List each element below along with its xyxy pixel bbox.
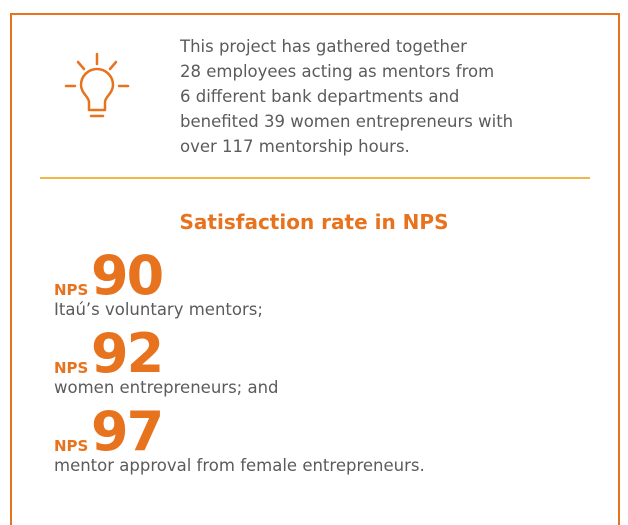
nps-label: NPS: [54, 281, 89, 299]
nps-description: mentor approval from female entrepreneur…: [54, 456, 425, 475]
intro-text: This project has gathered together 28 emp…: [180, 34, 600, 159]
nps-label: NPS: [54, 437, 89, 455]
nps-score: 97: [91, 400, 164, 463]
intro-line: over 117 mentorship hours.: [180, 137, 410, 156]
intro-line: benefited 39 women entrepreneurs with: [180, 112, 514, 131]
section-title: Satisfaction rate in NPS: [179, 210, 449, 234]
intro-line: 6 different bank departments and: [180, 87, 460, 106]
divider: [40, 177, 590, 179]
nps-score: 90: [91, 244, 164, 307]
nps-head: NPS 90: [54, 249, 263, 303]
nps-item: NPS 97 mentor approval from female entrepr…: [54, 405, 425, 476]
nps-description: Itaú’s voluntary mentors;: [54, 300, 263, 319]
nps-head: NPS 92: [54, 327, 279, 381]
intro-line: 28 employees acting as mentors from: [180, 62, 495, 81]
nps-head: NPS 97: [54, 405, 425, 459]
page: {"intro": {"lines": ["This project has g…: [10, 13, 620, 525]
lightbulb-icon: [64, 52, 130, 118]
nps-score: 92: [91, 322, 164, 385]
nps-item: NPS 90 Itaú’s voluntary mentors;: [54, 249, 263, 320]
intro-line: This project has gathered together: [180, 37, 467, 56]
nps-item: NPS 92 women entrepreneurs; and: [54, 327, 279, 398]
nps-description: women entrepreneurs; and: [54, 378, 279, 397]
nps-label: NPS: [54, 359, 89, 377]
frame: [10, 13, 620, 525]
